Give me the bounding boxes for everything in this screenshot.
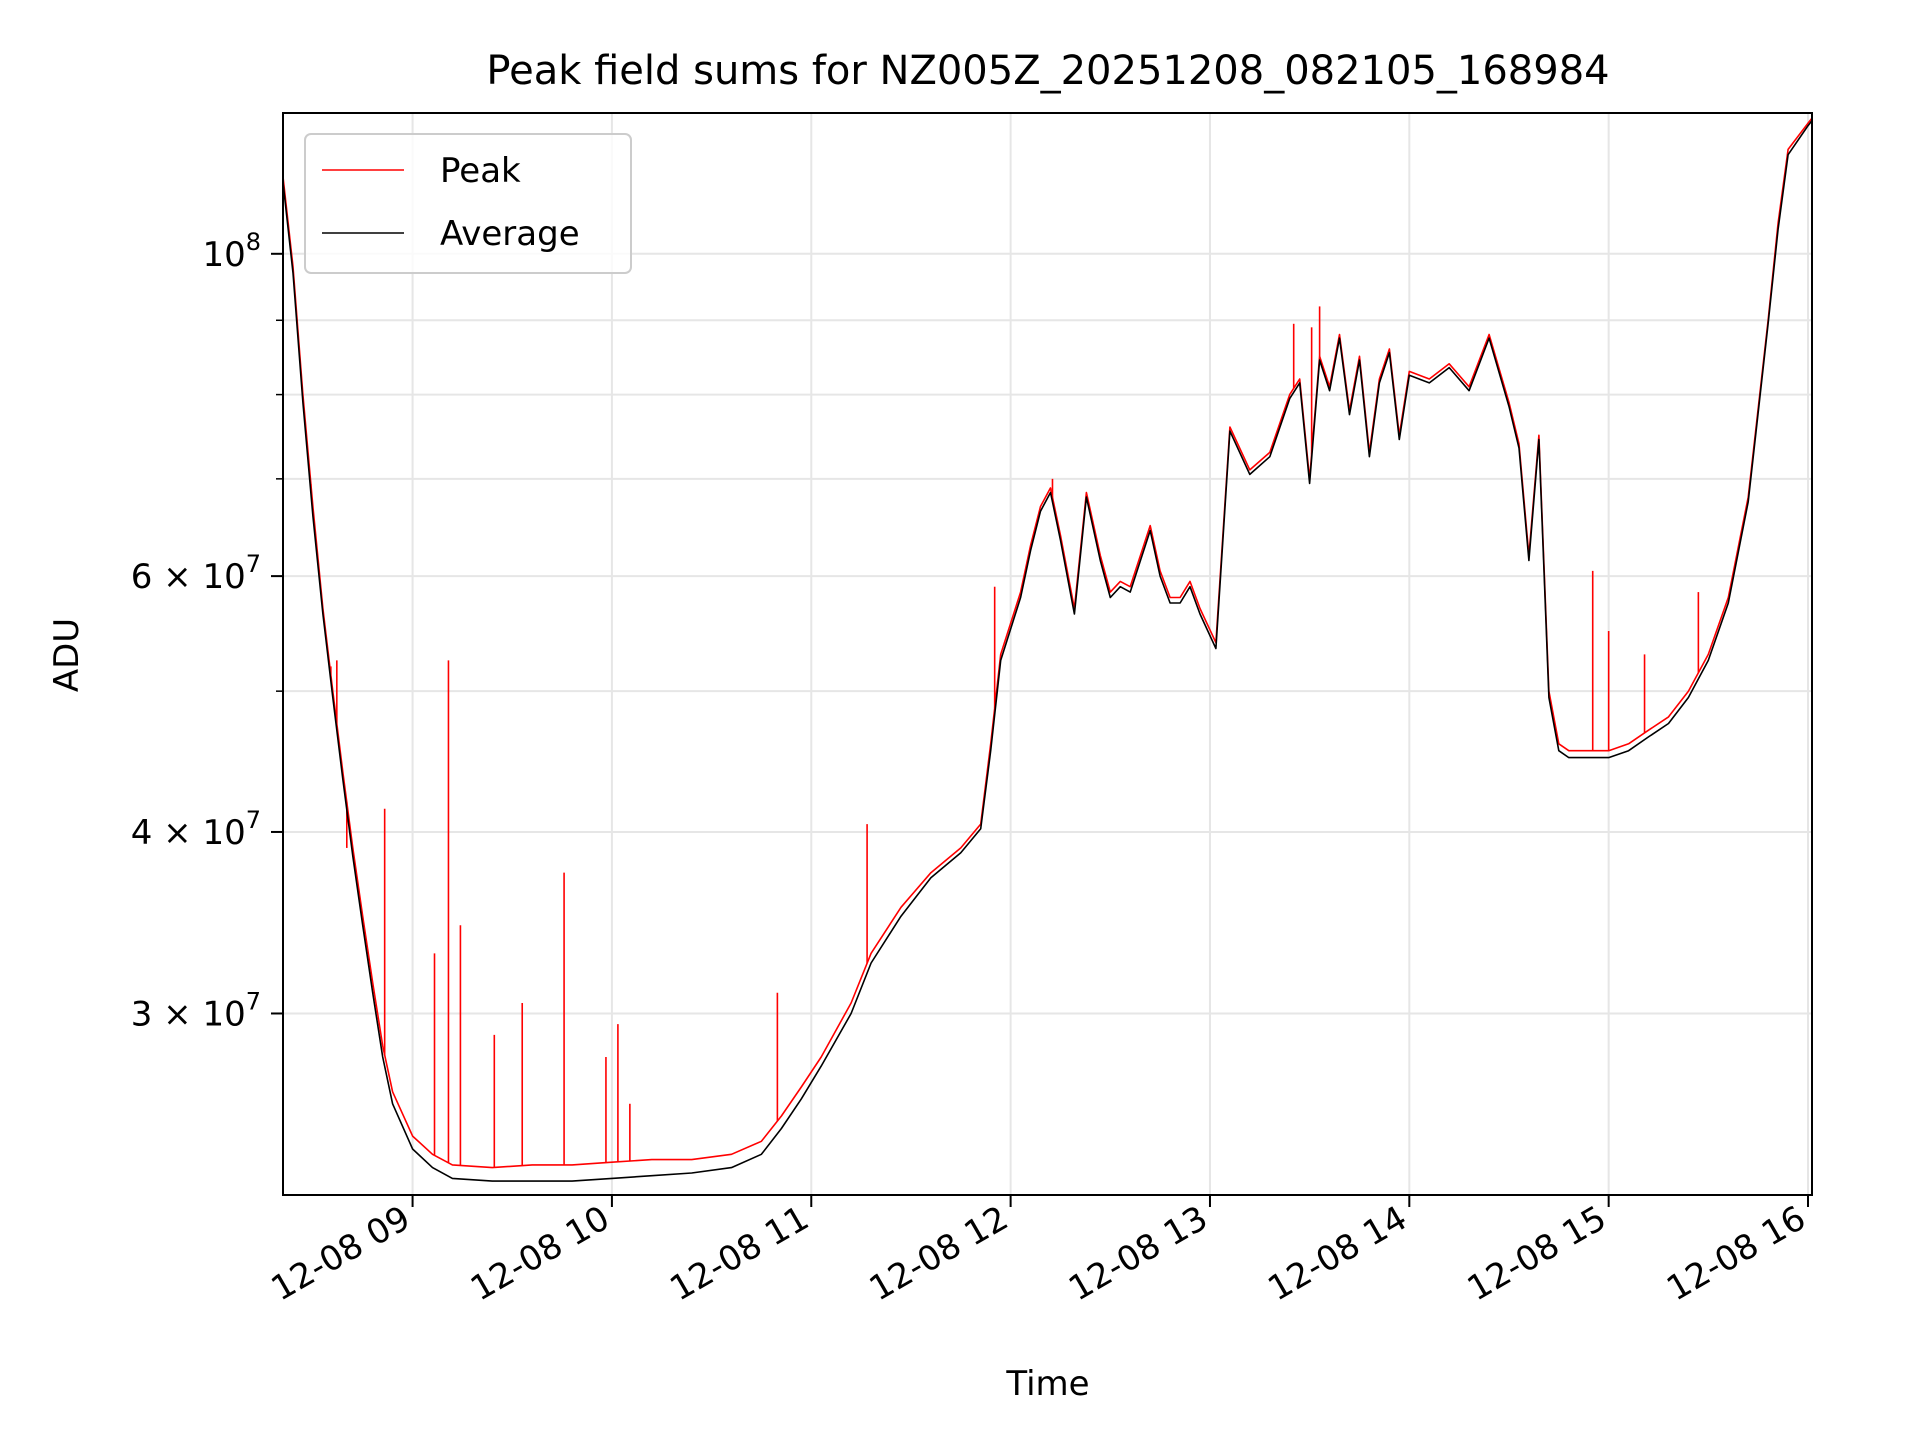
y-axis-label: ADU — [47, 618, 87, 692]
grid-lines — [283, 113, 1812, 1195]
y-tick-label: 4 × 107 — [131, 806, 261, 853]
legend-box — [304, 133, 632, 274]
series-lines — [282, 117, 1813, 1182]
y-tick-label: 6 × 107 — [131, 550, 261, 597]
chart-title: Peak field sums for NZ005Z_20251208_0821… — [486, 48, 1609, 94]
y-tick-label: 3 × 107 — [131, 987, 261, 1034]
series-line-peak — [282, 117, 1813, 1169]
series-line-average — [282, 120, 1813, 1182]
plot-frame — [282, 112, 1813, 1196]
x-axis-label: Time — [1005, 1364, 1089, 1404]
legend: Peak Average — [304, 133, 632, 274]
legend-label-average: Average — [440, 214, 580, 254]
axes-frame — [282, 112, 1813, 1196]
y-tick-label: 108 — [202, 228, 261, 275]
legend-label-peak: Peak — [440, 151, 521, 191]
